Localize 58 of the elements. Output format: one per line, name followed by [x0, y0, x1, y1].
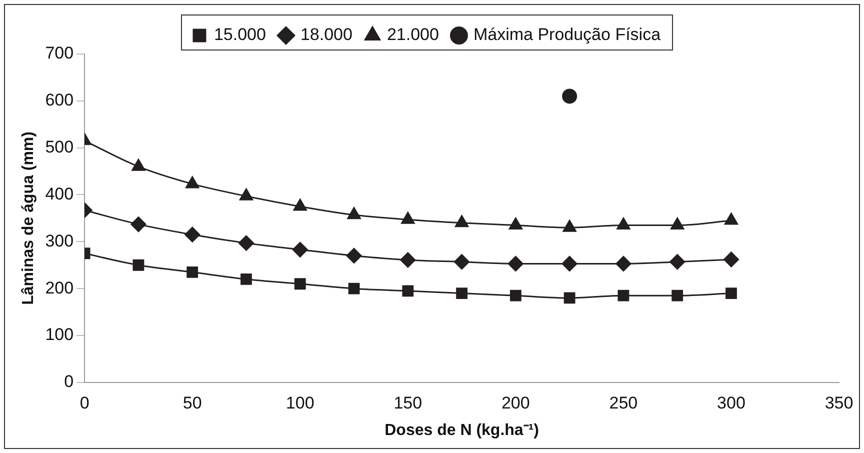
y-tick-label: 400	[45, 184, 74, 204]
y-tick-label: 0	[64, 372, 74, 392]
point	[510, 290, 522, 302]
x-tick-label: 50	[182, 393, 202, 412]
point	[130, 216, 146, 232]
point	[618, 290, 630, 302]
legend-label: 21.000	[386, 25, 439, 44]
point	[292, 242, 308, 258]
point	[238, 235, 254, 251]
point	[562, 256, 578, 272]
y-tick-label: 200	[45, 278, 74, 298]
point	[508, 217, 522, 230]
point	[562, 220, 576, 232]
x-axis-title: Doses de N (kg.ha⁻¹)	[384, 422, 539, 439]
point	[294, 278, 306, 290]
x-tick-label: 300	[717, 393, 746, 412]
point	[454, 215, 469, 228]
point	[672, 290, 684, 302]
legend-label: 15.000	[214, 25, 266, 44]
point	[670, 217, 684, 230]
x-tick-label: 250	[609, 393, 638, 412]
point	[186, 176, 200, 188]
y-tick-label: 600	[45, 90, 74, 110]
point	[616, 217, 630, 230]
point	[402, 285, 414, 297]
point	[240, 273, 252, 285]
point	[670, 254, 686, 270]
x-tick-label: 0	[80, 393, 90, 412]
legend-label: 18.000	[300, 25, 352, 44]
legend-label: Máxima Produção Física	[473, 25, 662, 44]
point	[184, 226, 200, 242]
point	[456, 288, 468, 299]
point	[616, 256, 632, 272]
y-axis-title: Lâminas de água (mm)	[20, 132, 38, 305]
point	[132, 158, 146, 171]
point	[564, 292, 576, 304]
point	[454, 254, 470, 270]
x-tick-label: 100	[286, 393, 314, 412]
y-tick-label: 700	[45, 44, 74, 63]
x-tick-label: 150	[394, 393, 422, 412]
point	[400, 252, 416, 268]
point	[186, 266, 198, 278]
y-tick-label: 500	[45, 138, 74, 157]
point	[346, 248, 362, 264]
x-tick-label: 350	[824, 393, 854, 412]
point	[347, 207, 361, 220]
y-tick-label: 100	[45, 325, 74, 344]
point	[348, 282, 360, 294]
point	[239, 188, 254, 200]
x-tick-label: 200	[501, 393, 530, 412]
point	[293, 198, 307, 211]
point	[508, 256, 524, 272]
point	[401, 212, 415, 224]
point	[726, 288, 737, 299]
point	[723, 252, 739, 268]
y-tick-label: 300	[45, 231, 74, 250]
point	[724, 212, 738, 225]
point	[132, 259, 144, 271]
